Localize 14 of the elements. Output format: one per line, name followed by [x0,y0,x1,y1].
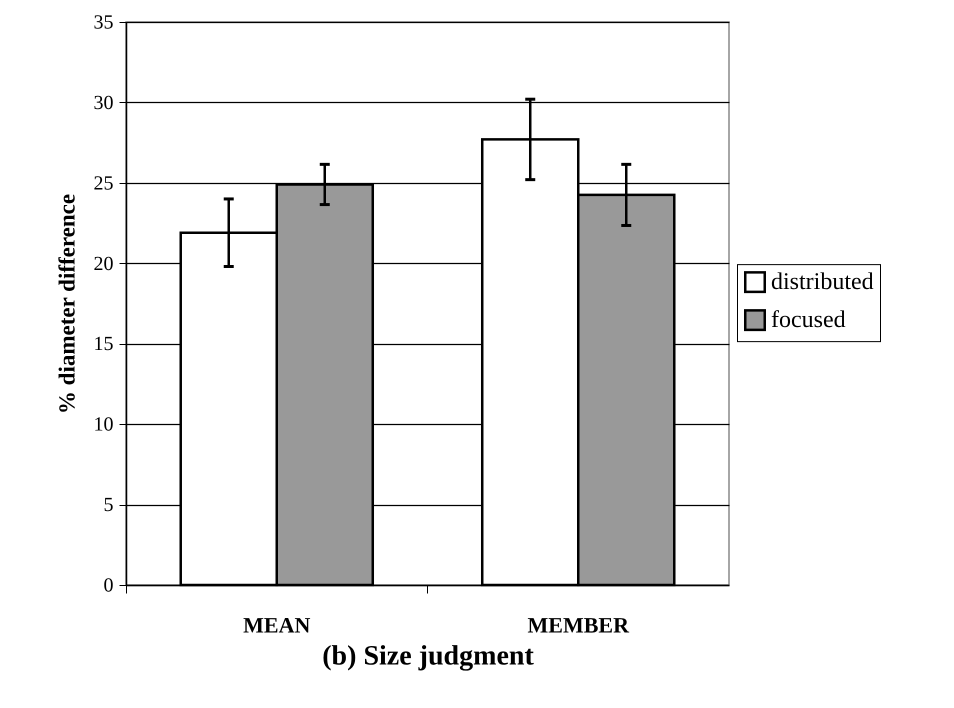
y-tick-label: 5 [104,494,114,516]
y-tick-label: 10 [94,414,114,436]
y-axis-title: % diameter difference [54,194,80,414]
x-tick-label: MEMBER [528,612,630,638]
y-tick-label: 0 [104,574,114,596]
x-axis-title: (b) Size judgment [322,640,534,672]
legend-label: focused [771,307,846,334]
legend-label: distributed [771,269,874,296]
x-tick-label: MEAN [243,612,310,638]
y-tick-label: 30 [94,92,114,114]
y-tick-label: 20 [94,252,114,275]
y-tick-label: 35 [94,12,114,34]
y-tick-label: 25 [94,172,114,194]
y-tick-label: 15 [94,333,114,356]
